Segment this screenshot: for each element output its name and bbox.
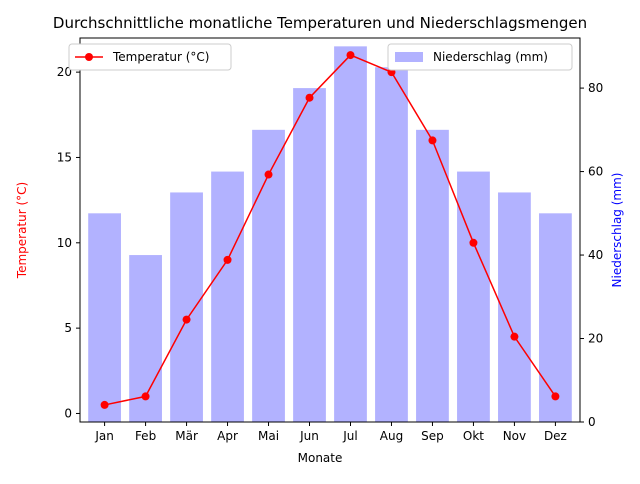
legend-temperature-marker (85, 53, 93, 61)
precipitation-bar (375, 67, 408, 422)
temperature-point (223, 255, 232, 264)
legend-temperature: Temperatur (°C) (68, 43, 232, 71)
precipitation-bar (498, 192, 531, 422)
precipitation-bar (293, 88, 326, 422)
x-tick-label: Feb (135, 429, 156, 443)
x-tick-label: Jul (342, 429, 357, 443)
plot-frame (79, 37, 581, 423)
temperature-point (264, 170, 273, 179)
temperature-point (100, 400, 109, 409)
y-left-tick-label: 5 (64, 321, 72, 335)
precipitation-bars (88, 46, 572, 422)
temperature-point (141, 392, 150, 401)
legend-precipitation-bar-swatch (395, 52, 423, 62)
y-left-tick-label: 20 (57, 65, 72, 79)
x-axis-label: Monate (298, 451, 343, 465)
y-right-tick-label: 20 (588, 332, 603, 346)
chart-title: Durchschnittliche monatliche Temperature… (53, 14, 587, 32)
temperature-point (305, 93, 314, 102)
temperature-point (510, 332, 519, 341)
temperature-point (346, 51, 355, 60)
y-right-tick-label: 60 (588, 165, 603, 179)
x-tick-label: Okt (463, 429, 484, 443)
legend-precipitation-frame (387, 43, 573, 71)
y-axis-right: 0 20 40 60 80 (580, 81, 603, 429)
x-tick-label: Sep (421, 429, 444, 443)
legend-temperature-frame (68, 43, 232, 71)
precipitation-bar (539, 213, 572, 422)
precipitation-bar (334, 46, 367, 422)
y-left-tick-label: 0 (64, 406, 72, 420)
precipitation-bar (457, 171, 490, 422)
temperature-point (182, 315, 191, 324)
temperature-point (428, 136, 437, 145)
x-tick-label: Aug (380, 429, 403, 443)
legend-precipitation: Niederschlag (mm) (387, 43, 573, 71)
x-tick-label: Jun (299, 429, 319, 443)
temperature-line-path (104, 54, 557, 406)
y-left-tick-label: 15 (57, 150, 72, 164)
y-right-tick-label: 40 (588, 248, 603, 262)
precipitation-bar (211, 171, 244, 422)
precipitation-bar (170, 192, 203, 422)
y-axis-label-right: Niederschlag (mm) (610, 173, 624, 288)
temperature-point (551, 392, 560, 401)
y-right-tick-label: 0 (588, 415, 596, 429)
temperature-line (100, 51, 560, 409)
y-axis-left: 0 5 10 15 20 (57, 65, 80, 420)
y-left-tick-label: 10 (57, 236, 72, 250)
precipitation-bar (416, 129, 449, 422)
legend-precipitation-label: Niederschlag (mm) (433, 50, 548, 64)
y-right-tick-label: 80 (588, 81, 603, 95)
x-tick-label: Mai (258, 429, 279, 443)
temperature-point (469, 238, 478, 247)
x-axis: Jan Feb Mär Apr Mai Jun Jul Aug Sep Okt Nov Dez (94, 422, 567, 443)
x-tick-label: Apr (217, 429, 238, 443)
x-tick-label: Dez (544, 429, 567, 443)
x-tick-label: Nov (503, 429, 526, 443)
x-tick-label: Jan (94, 429, 114, 443)
legend-temperature-label: Temperatur (°C) (112, 50, 209, 64)
precipitation-bar (88, 213, 121, 422)
x-tick-label: Mär (175, 429, 198, 443)
y-axis-label-left: Temperatur (°C) (15, 182, 29, 279)
